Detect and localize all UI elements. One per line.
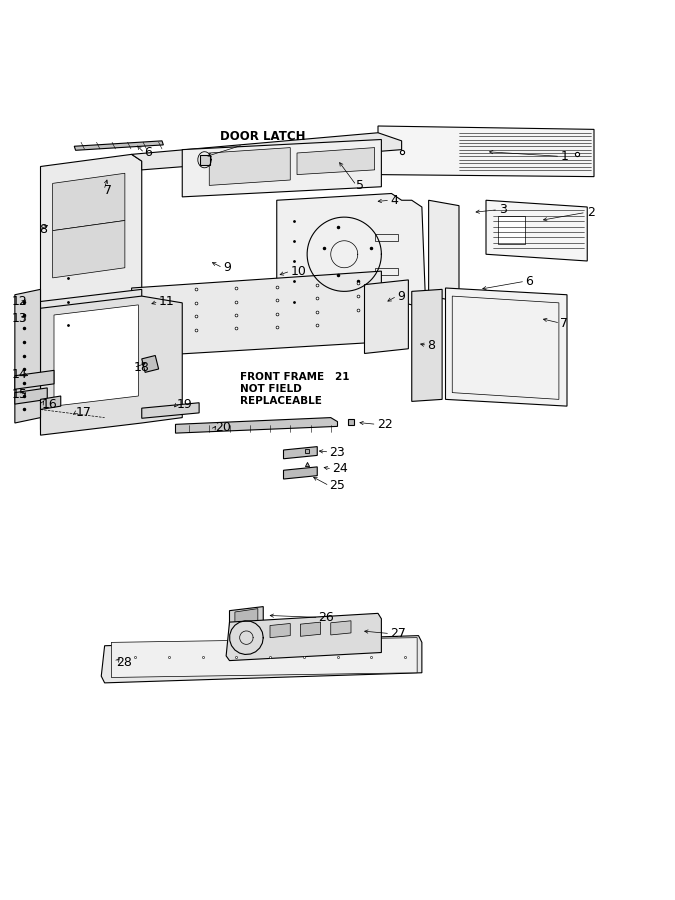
Text: 15: 15: [12, 388, 28, 401]
Text: 8: 8: [39, 223, 47, 237]
Text: 28: 28: [116, 656, 132, 669]
Polygon shape: [40, 296, 182, 435]
Polygon shape: [182, 140, 381, 197]
Polygon shape: [142, 356, 159, 373]
Polygon shape: [300, 622, 321, 636]
Polygon shape: [40, 290, 142, 419]
Text: 24: 24: [332, 463, 348, 475]
Polygon shape: [101, 635, 422, 683]
Text: 7: 7: [560, 317, 568, 329]
Polygon shape: [270, 624, 290, 637]
Text: 8: 8: [427, 339, 435, 352]
Polygon shape: [53, 220, 125, 278]
Text: 14: 14: [12, 368, 28, 381]
Polygon shape: [429, 201, 459, 302]
Text: FRONT FRAME   21
NOT FIELD
REPLACEABLE: FRONT FRAME 21 NOT FIELD REPLACEABLE: [240, 373, 349, 406]
Polygon shape: [54, 298, 132, 373]
Text: 4: 4: [390, 194, 398, 207]
Polygon shape: [364, 280, 408, 354]
Text: 23: 23: [329, 446, 345, 458]
Text: 9: 9: [223, 261, 231, 274]
Text: 26: 26: [319, 611, 334, 624]
Text: 3: 3: [500, 203, 508, 216]
Polygon shape: [132, 271, 381, 356]
Text: 17: 17: [76, 407, 92, 419]
Text: 12: 12: [12, 295, 28, 308]
Text: 25: 25: [329, 480, 346, 492]
Polygon shape: [53, 173, 125, 230]
Polygon shape: [230, 607, 263, 628]
Text: 22: 22: [377, 418, 392, 431]
Polygon shape: [40, 155, 142, 430]
Polygon shape: [15, 371, 54, 389]
Polygon shape: [132, 132, 402, 170]
Polygon shape: [74, 140, 163, 150]
Polygon shape: [54, 305, 138, 406]
Text: 9: 9: [397, 290, 405, 302]
Polygon shape: [176, 418, 338, 433]
Text: 27: 27: [390, 627, 406, 640]
Text: 1: 1: [560, 150, 568, 163]
Text: 11: 11: [159, 295, 174, 308]
Text: 6: 6: [525, 274, 533, 288]
Text: 16: 16: [42, 398, 57, 410]
Text: 20: 20: [215, 421, 231, 434]
Text: 13: 13: [12, 312, 28, 325]
Polygon shape: [331, 621, 351, 635]
Polygon shape: [40, 396, 61, 410]
Polygon shape: [15, 290, 40, 423]
Text: 18: 18: [134, 361, 150, 374]
Polygon shape: [486, 201, 587, 261]
Polygon shape: [142, 403, 199, 418]
Polygon shape: [412, 290, 442, 401]
Polygon shape: [111, 637, 417, 678]
Polygon shape: [235, 608, 258, 626]
Text: 7: 7: [104, 184, 112, 196]
Polygon shape: [446, 288, 567, 406]
Text: 19: 19: [177, 398, 192, 410]
Polygon shape: [284, 467, 317, 479]
Text: 10: 10: [290, 265, 306, 277]
Polygon shape: [378, 126, 594, 176]
Polygon shape: [209, 148, 290, 185]
Text: 5: 5: [356, 179, 365, 192]
Polygon shape: [498, 216, 525, 244]
Polygon shape: [226, 614, 381, 661]
Polygon shape: [284, 446, 317, 459]
Polygon shape: [277, 194, 425, 308]
Text: 2: 2: [587, 206, 595, 219]
Text: DOOR LATCH: DOOR LATCH: [221, 130, 306, 143]
Text: 6: 6: [144, 147, 153, 159]
Polygon shape: [15, 388, 47, 404]
Polygon shape: [297, 148, 375, 175]
